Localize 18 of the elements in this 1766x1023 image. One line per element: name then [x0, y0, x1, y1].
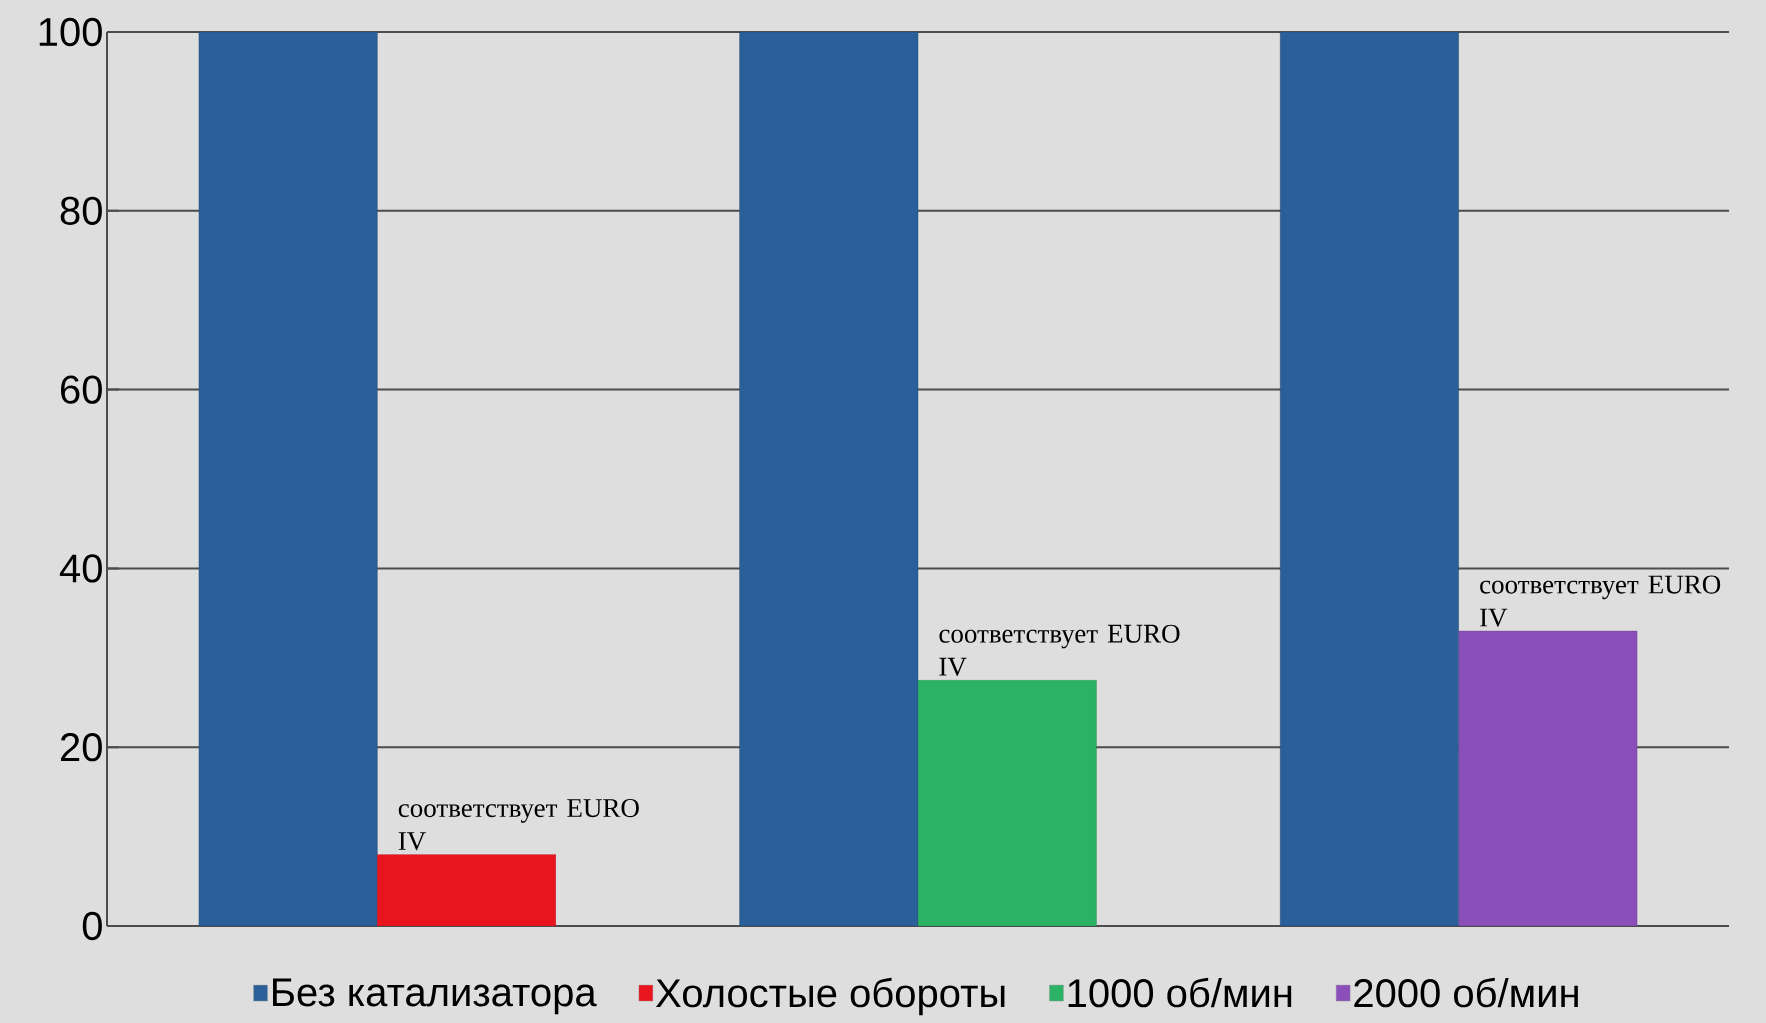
y-tick-label: 100 [39, 17, 102, 47]
data-label: соответствует EURO IV [398, 798, 639, 851]
y-tick-label: 40 [59, 554, 102, 583]
legend-label: 1000 об/мин [1068, 977, 1292, 1008]
bar [917, 679, 1097, 926]
y-tick-label: 80 [60, 196, 102, 225]
bar [1280, 31, 1459, 926]
bar [198, 31, 378, 926]
bar [377, 854, 556, 926]
legend-label: 2000 об/мин [1354, 977, 1578, 1008]
data-label: соответствует EURO IV [1480, 575, 1721, 627]
bar [739, 31, 919, 926]
y-tick-label: 60 [61, 375, 102, 404]
legend-label: Холостые обороты [655, 977, 1005, 1016]
y-tick-label: 0 [82, 911, 102, 941]
data-label: соответствует EURO IV [939, 624, 1180, 676]
legend-label: Без катализатора [273, 978, 597, 1015]
y-tick-label: 20 [60, 733, 102, 762]
